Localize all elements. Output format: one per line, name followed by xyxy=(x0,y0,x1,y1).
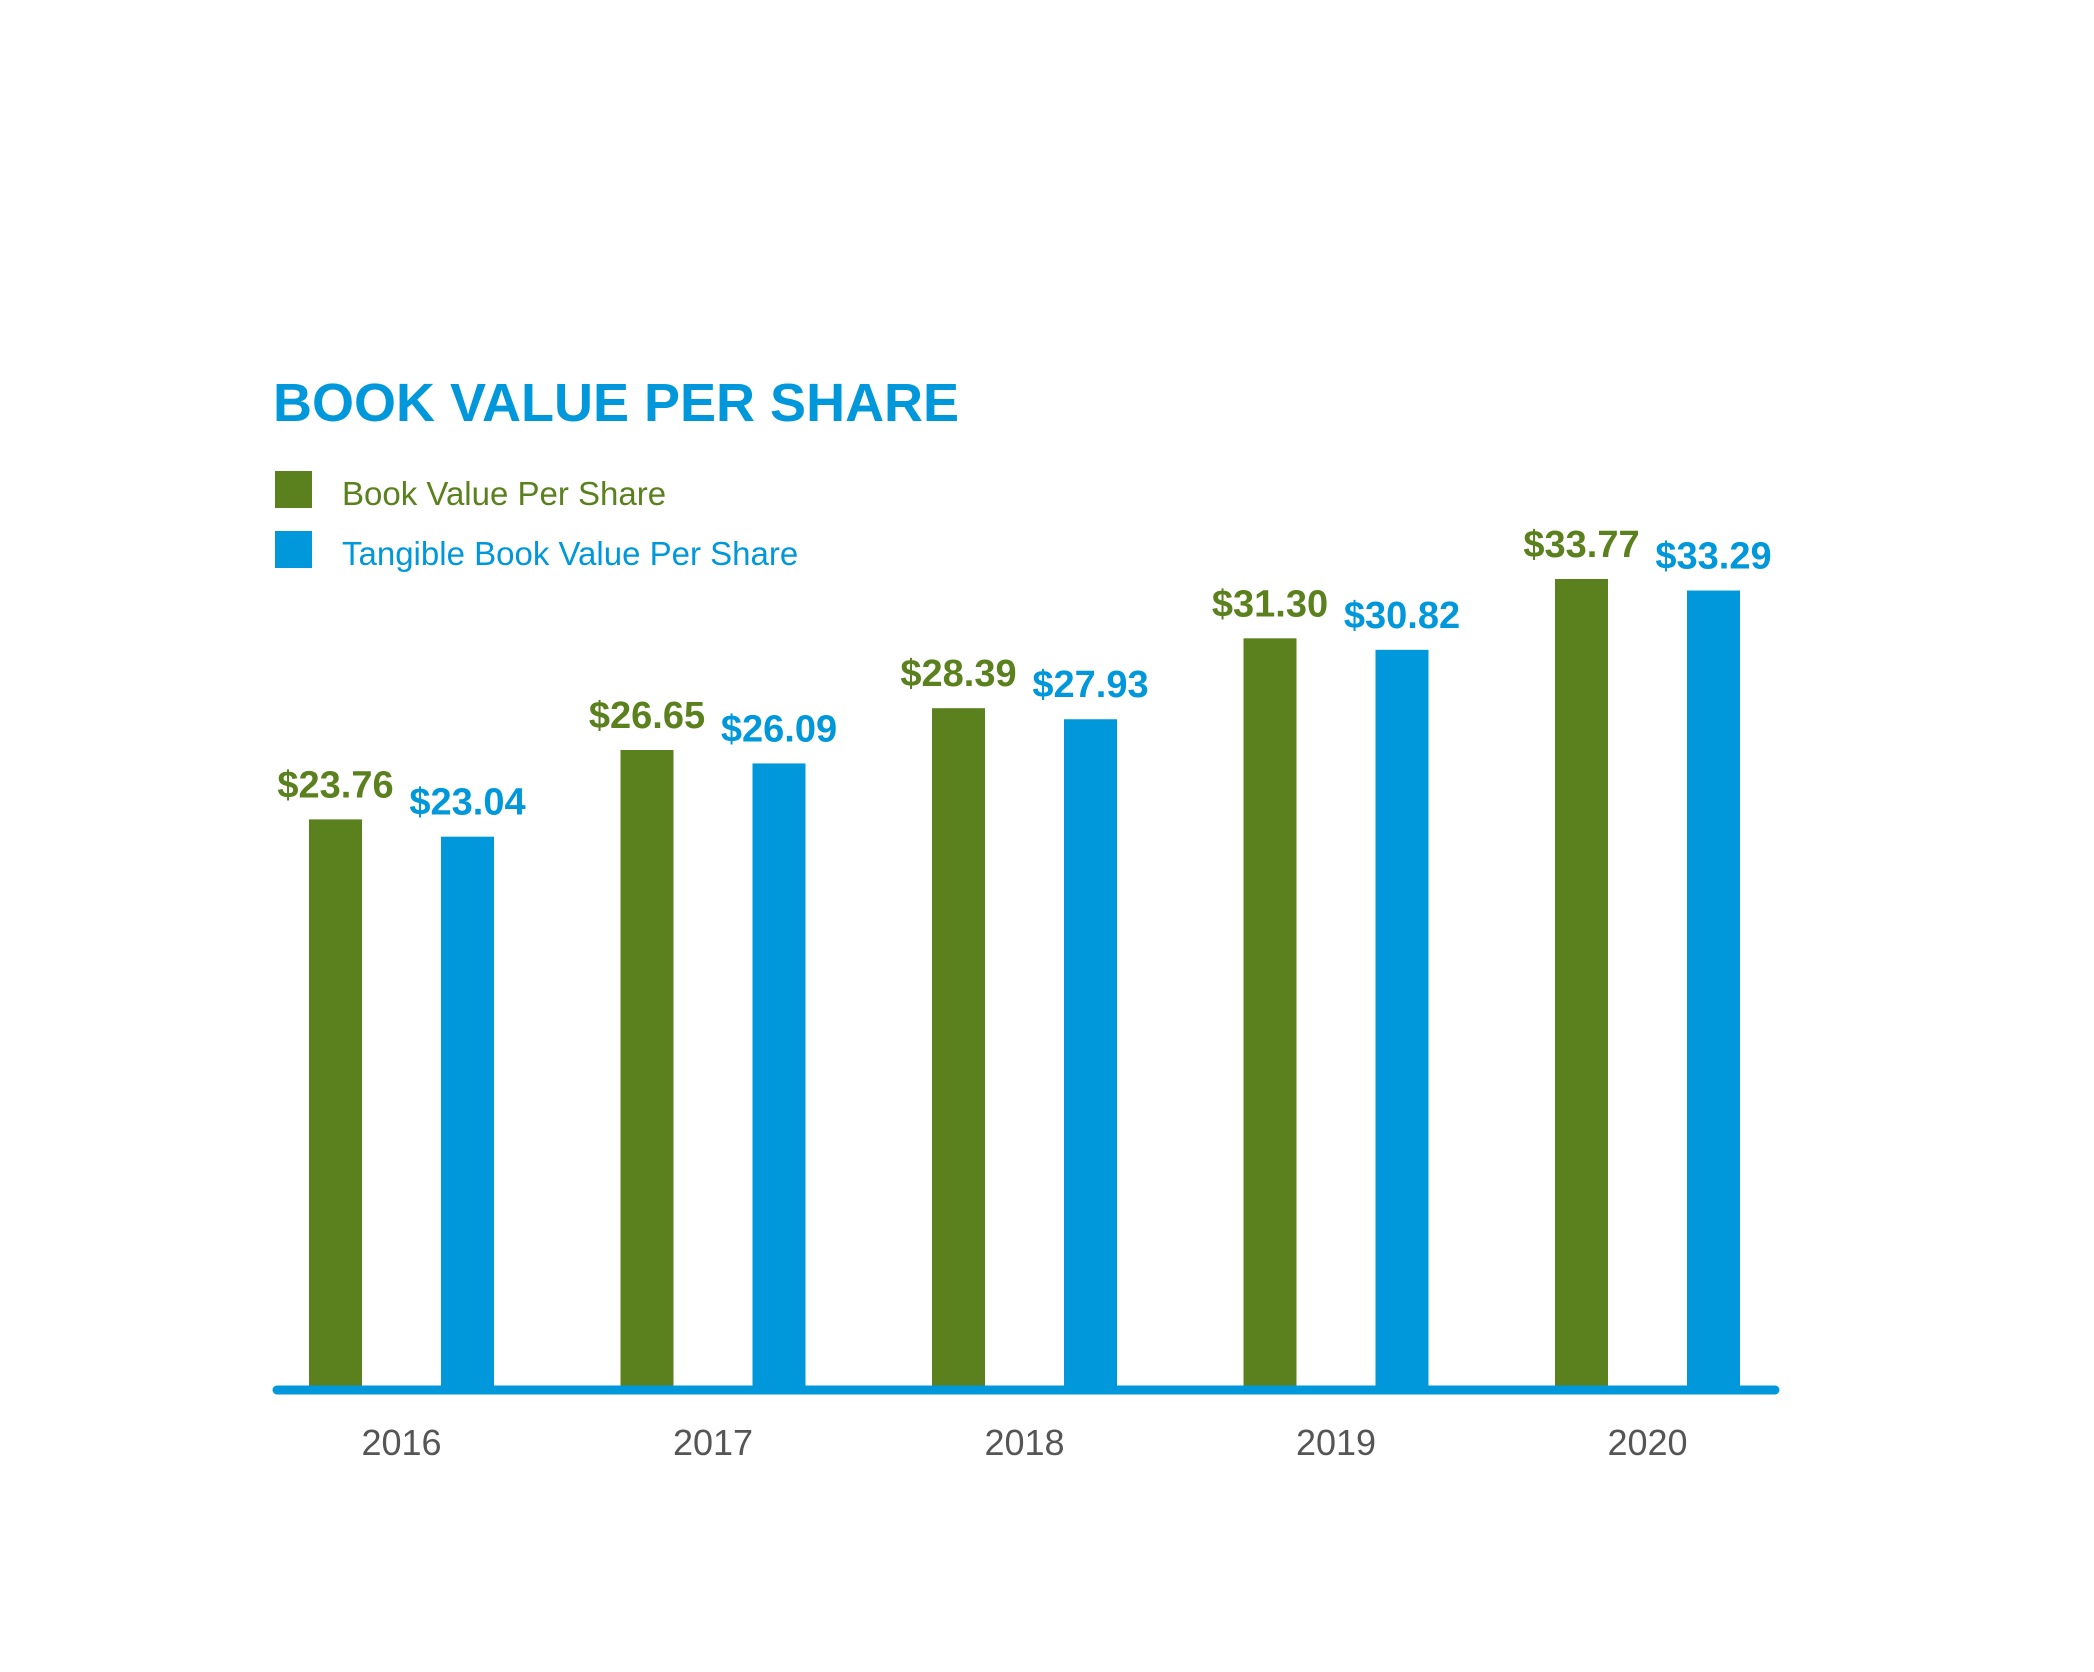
legend-label-tangible-book-value: Tangible Book Value Per Share xyxy=(342,535,798,572)
bars xyxy=(309,579,1740,1390)
value-label-book-value-2018: $28.39 xyxy=(900,653,1016,695)
bar-tangible-book-value-2020 xyxy=(1687,590,1740,1390)
bar-tangible-book-value-2018 xyxy=(1064,719,1117,1390)
x-tick-label-2016: 2016 xyxy=(361,1422,441,1463)
value-label-tangible-book-value-2020: $33.29 xyxy=(1655,536,1771,578)
x-axis-ticks: 2016 2017 2018 2019 2020 xyxy=(361,1422,1687,1463)
value-label-tangible-book-value-2016: $23.04 xyxy=(409,782,525,824)
chart-title: BOOK VALUE PER SHARE xyxy=(273,373,959,433)
bar-book-value-2018 xyxy=(932,708,985,1390)
x-tick-label-2018: 2018 xyxy=(984,1422,1064,1463)
bar-book-value-2020 xyxy=(1555,579,1608,1390)
bar-tangible-book-value-2016 xyxy=(441,836,494,1390)
value-label-book-value-2019: $31.30 xyxy=(1212,583,1328,625)
x-tick-label-2017: 2017 xyxy=(673,1422,753,1463)
legend-swatch-book-value xyxy=(275,471,312,508)
bar-tangible-book-value-2019 xyxy=(1375,649,1429,1390)
legend: Book Value Per Share Tangible Book Value… xyxy=(275,471,798,572)
value-label-tangible-book-value-2018: $27.93 xyxy=(1032,664,1148,706)
value-label-tangible-book-value-2019: $30.82 xyxy=(1344,595,1460,637)
value-label-book-value-2016: $23.76 xyxy=(277,764,393,806)
bar-book-value-2019 xyxy=(1243,638,1297,1390)
legend-label-book-value: Book Value Per Share xyxy=(342,475,666,512)
legend-swatch-tangible-book-value xyxy=(275,531,312,568)
value-label-book-value-2017: $26.65 xyxy=(589,695,705,737)
x-tick-label-2020: 2020 xyxy=(1607,1422,1687,1463)
value-labels: $23.76 $23.04 $26.65 $26.09 $28.39 $27.93 $31.… xyxy=(277,524,1771,824)
value-label-book-value-2020: $33.77 xyxy=(1523,524,1639,566)
value-label-tangible-book-value-2017: $26.09 xyxy=(721,708,837,750)
bar-tangible-book-value-2017 xyxy=(752,763,806,1390)
bar-book-value-2017 xyxy=(620,749,674,1390)
x-tick-label-2019: 2019 xyxy=(1296,1422,1376,1463)
bar-book-value-2016 xyxy=(309,819,362,1390)
